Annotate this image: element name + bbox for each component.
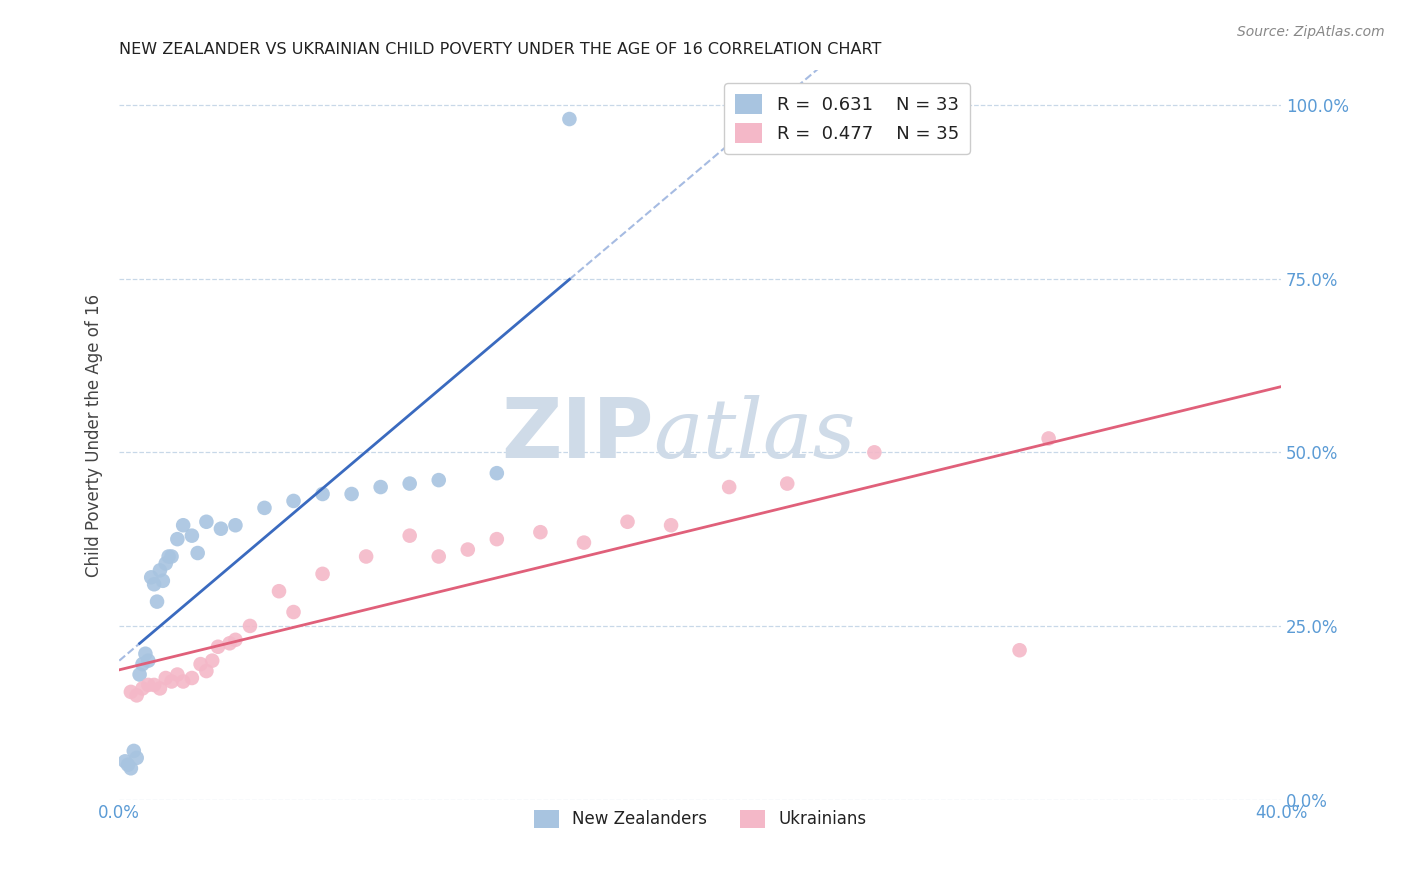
Point xyxy=(457,542,479,557)
Point xyxy=(311,487,333,501)
Point xyxy=(125,689,148,703)
Point xyxy=(558,112,581,126)
Point xyxy=(340,487,363,501)
Point xyxy=(180,529,202,543)
Point xyxy=(209,522,232,536)
Point xyxy=(485,466,508,480)
Point xyxy=(122,744,145,758)
Point xyxy=(398,529,420,543)
Point xyxy=(572,535,595,549)
Point xyxy=(1038,432,1060,446)
Point xyxy=(120,761,142,775)
Point xyxy=(218,636,240,650)
Text: Source: ZipAtlas.com: Source: ZipAtlas.com xyxy=(1237,25,1385,39)
Point xyxy=(136,678,159,692)
Point xyxy=(152,574,174,588)
Y-axis label: Child Poverty Under the Age of 16: Child Poverty Under the Age of 16 xyxy=(86,293,103,576)
Point xyxy=(180,671,202,685)
Point xyxy=(160,674,183,689)
Point xyxy=(253,500,276,515)
Point xyxy=(128,667,150,681)
Point xyxy=(239,619,262,633)
Legend: New Zealanders, Ukrainians: New Zealanders, Ukrainians xyxy=(527,803,873,835)
Point xyxy=(195,515,218,529)
Point xyxy=(485,532,508,546)
Point xyxy=(149,681,172,696)
Point xyxy=(207,640,229,654)
Point xyxy=(117,757,139,772)
Point xyxy=(283,605,305,619)
Point xyxy=(427,473,450,487)
Point xyxy=(114,755,136,769)
Point xyxy=(267,584,290,599)
Point xyxy=(224,632,246,647)
Point xyxy=(427,549,450,564)
Point xyxy=(166,532,188,546)
Text: atlas: atlas xyxy=(654,395,856,475)
Point xyxy=(149,563,172,577)
Point xyxy=(134,647,156,661)
Point xyxy=(187,546,209,560)
Point xyxy=(1008,643,1031,657)
Text: ZIP: ZIP xyxy=(501,394,654,475)
Point xyxy=(172,518,194,533)
Point xyxy=(616,515,638,529)
Point xyxy=(146,594,169,608)
Point xyxy=(311,566,333,581)
Point xyxy=(120,685,142,699)
Point xyxy=(863,445,886,459)
Point xyxy=(398,476,420,491)
Point xyxy=(718,480,741,494)
Point xyxy=(155,671,177,685)
Point xyxy=(143,678,166,692)
Point xyxy=(172,674,194,689)
Point xyxy=(136,654,159,668)
Point xyxy=(283,494,305,508)
Point xyxy=(166,667,188,681)
Point xyxy=(659,518,682,533)
Point xyxy=(370,480,392,494)
Point xyxy=(157,549,180,564)
Point xyxy=(195,664,218,678)
Point xyxy=(131,657,153,672)
Point xyxy=(201,654,224,668)
Point xyxy=(125,751,148,765)
Point xyxy=(160,549,183,564)
Point xyxy=(155,557,177,571)
Point xyxy=(354,549,377,564)
Point xyxy=(143,577,166,591)
Point xyxy=(224,518,246,533)
Point xyxy=(190,657,212,672)
Text: NEW ZEALANDER VS UKRAINIAN CHILD POVERTY UNDER THE AGE OF 16 CORRELATION CHART: NEW ZEALANDER VS UKRAINIAN CHILD POVERTY… xyxy=(120,42,882,57)
Point xyxy=(529,525,551,540)
Point xyxy=(776,476,799,491)
Point xyxy=(141,570,163,584)
Point xyxy=(131,681,153,696)
